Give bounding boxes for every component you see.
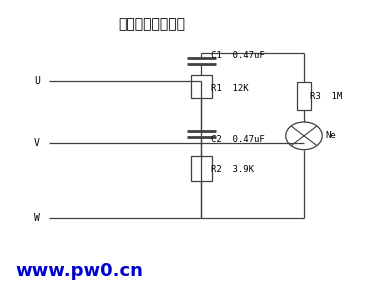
FancyBboxPatch shape [297, 82, 311, 110]
Text: R3  1M: R3 1M [310, 92, 342, 101]
Text: C2  0.47uF: C2 0.47uF [211, 135, 264, 144]
Text: V: V [34, 138, 40, 148]
Text: www.pw0.cn: www.pw0.cn [15, 262, 143, 280]
Text: Ne: Ne [325, 131, 336, 140]
Text: 简单相序检测电路: 简单相序检测电路 [119, 17, 185, 31]
Text: R1  12K: R1 12K [211, 84, 249, 93]
FancyBboxPatch shape [191, 75, 212, 98]
Text: R2  3.9K: R2 3.9K [211, 165, 254, 175]
FancyBboxPatch shape [191, 156, 212, 181]
Text: W: W [34, 213, 40, 223]
Text: U: U [34, 76, 40, 86]
Text: C1  0.47uF: C1 0.47uF [211, 51, 264, 60]
